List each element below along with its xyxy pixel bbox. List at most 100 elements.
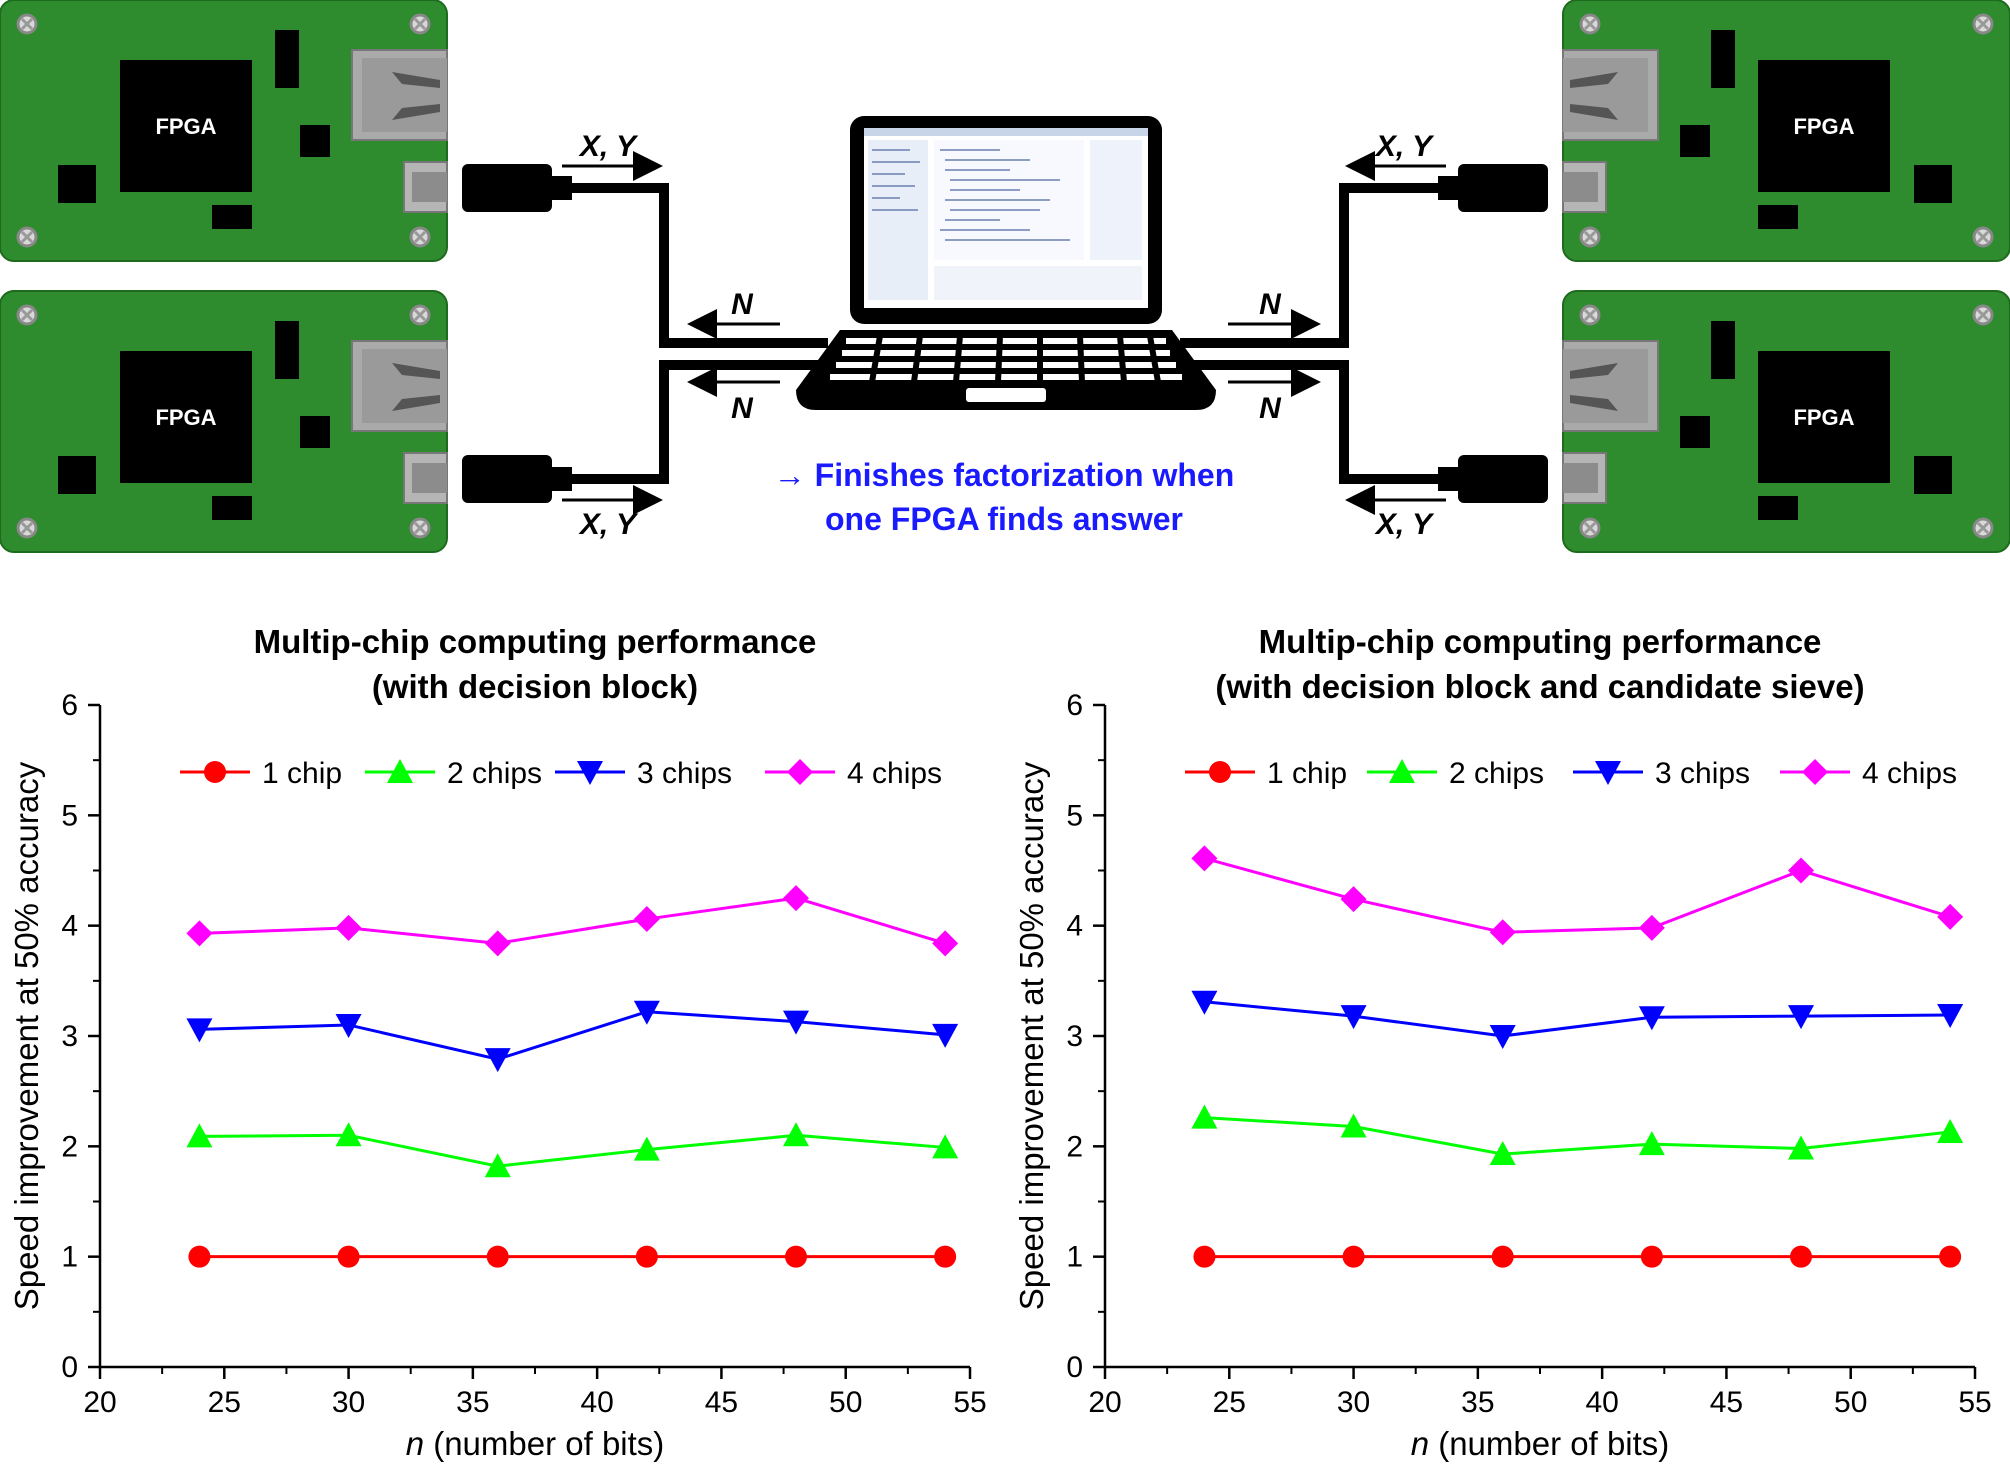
usb-cables [462, 164, 1548, 503]
data-point [188, 1245, 211, 1268]
legend-marker [1802, 759, 1828, 785]
data-point [1937, 903, 1964, 930]
data-point [1937, 1004, 1964, 1029]
xy-label-top-left: X, Y [578, 130, 639, 163]
data-point [1340, 1113, 1367, 1138]
fpga-board-bottom-left: FPGA [0, 289, 449, 554]
fpga-board-top-right [1561, 0, 2010, 263]
y-tick-label: 0 [61, 1351, 78, 1384]
y-tick-label: 3 [1066, 1020, 1083, 1053]
y-tick-label: 0 [1066, 1351, 1083, 1384]
fpga-board-top-left: FPGA [0, 0, 449, 263]
data-point [785, 1245, 807, 1268]
note-line-1: → Finishes factorization when [774, 457, 1235, 493]
legend-marker [204, 761, 226, 783]
legend-marker [1595, 761, 1621, 785]
y-tick-label: 1 [61, 1241, 78, 1274]
series-line-3-chips [1204, 1000, 1951, 1038]
data-point [484, 1153, 511, 1178]
series-line-4-chips [199, 896, 946, 945]
chart-title: Multip-chip computing performance [254, 623, 817, 660]
data-point [1638, 914, 1665, 941]
x-tick-label: 50 [1834, 1386, 1867, 1419]
data-point [783, 1010, 809, 1035]
x-tick-label: 35 [456, 1386, 489, 1419]
x-tick-label: 45 [705, 1386, 738, 1419]
x-tick-label: 50 [829, 1386, 862, 1419]
x-axis-label: n (number of bits) [406, 1425, 665, 1462]
chart-title: (with decision block and candidate sieve… [1215, 668, 1864, 705]
data-point [186, 1123, 213, 1148]
laptop-icon [796, 116, 1216, 410]
data-point [635, 1245, 658, 1268]
legend-label: 2 chips [1449, 757, 1544, 790]
data-point [633, 1000, 660, 1025]
x-tick-label: 55 [1958, 1386, 1991, 1419]
legend-label: 2 chips [447, 757, 542, 790]
legend-label: 3 chips [637, 757, 732, 790]
x-tick-label: 30 [332, 1386, 365, 1419]
data-point [1788, 1135, 1814, 1160]
data-point [934, 1245, 957, 1268]
fpga-laptop-diagram: FPGA FPGA FPGA FPGA [0, 0, 2010, 554]
legend-label: 1 chip [1267, 757, 1347, 790]
data-point [932, 1023, 959, 1048]
data-point [186, 1018, 213, 1043]
data-point [486, 1245, 509, 1268]
legend-marker [577, 761, 603, 785]
data-point [1939, 1245, 1962, 1268]
data-point [335, 1122, 362, 1147]
fpga-chip-label: FPGA [155, 114, 216, 139]
data-point [932, 1134, 959, 1159]
x-tick-label: 40 [580, 1386, 613, 1419]
x-tick-label: 20 [1088, 1386, 1121, 1419]
fpga-chip-label: FPGA [155, 405, 216, 430]
x-tick-label: 45 [1710, 1386, 1743, 1419]
legend-marker [1209, 761, 1231, 783]
chart-title: Multip-chip computing performance [1259, 623, 1822, 660]
x-tick-label: 30 [1337, 1386, 1370, 1419]
legend-marker [787, 759, 813, 785]
data-point [1790, 1245, 1812, 1268]
chart-title: (with decision block) [372, 668, 698, 705]
data-point [484, 1048, 511, 1073]
data-point [1638, 1006, 1665, 1031]
legend-marker [387, 759, 413, 783]
y-tick-label: 2 [61, 1130, 78, 1163]
data-point [1191, 990, 1218, 1015]
fpga-chip-label: FPGA [1793, 405, 1854, 430]
xy-label-bottom-left: X, Y [578, 508, 639, 541]
legend-label: 1 chip [262, 757, 342, 790]
series-line-4-chips [1204, 856, 1951, 934]
y-tick-label: 5 [1066, 799, 1083, 832]
x-axis-label: n (number of bits) [1411, 1425, 1670, 1462]
series-line-3-chips [199, 1010, 946, 1061]
data-point [1937, 1118, 1964, 1143]
x-tick-label: 55 [953, 1386, 986, 1419]
data-point [1489, 1141, 1516, 1166]
n-label-bottom-right: N [1259, 392, 1282, 425]
y-tick-label: 4 [1066, 910, 1083, 943]
data-point [1489, 919, 1516, 946]
y-tick-label: 6 [61, 689, 78, 722]
xy-label-bottom-right: X, Y [1374, 508, 1435, 541]
chart-left: Multip-chip computing performance (with d… [8, 623, 987, 1462]
note-line-2: one FPGA finds answer [825, 501, 1183, 537]
fpga-chip-label: FPGA [1793, 114, 1854, 139]
data-point [484, 930, 511, 957]
data-point [1489, 1025, 1516, 1049]
data-point [633, 906, 660, 933]
data-point [335, 1013, 362, 1038]
data-point [337, 1245, 360, 1268]
data-point [1788, 857, 1814, 884]
data-point [633, 1136, 660, 1161]
data-point [1340, 886, 1367, 913]
xy-label-top-right: X, Y [1374, 130, 1435, 163]
data-point [1788, 1005, 1814, 1030]
legend-label: 4 chips [847, 757, 942, 790]
data-point [783, 1122, 809, 1147]
data-point [783, 885, 809, 912]
series-line-2-chips [1204, 1116, 1951, 1156]
data-point [335, 914, 362, 941]
data-point [932, 930, 959, 957]
